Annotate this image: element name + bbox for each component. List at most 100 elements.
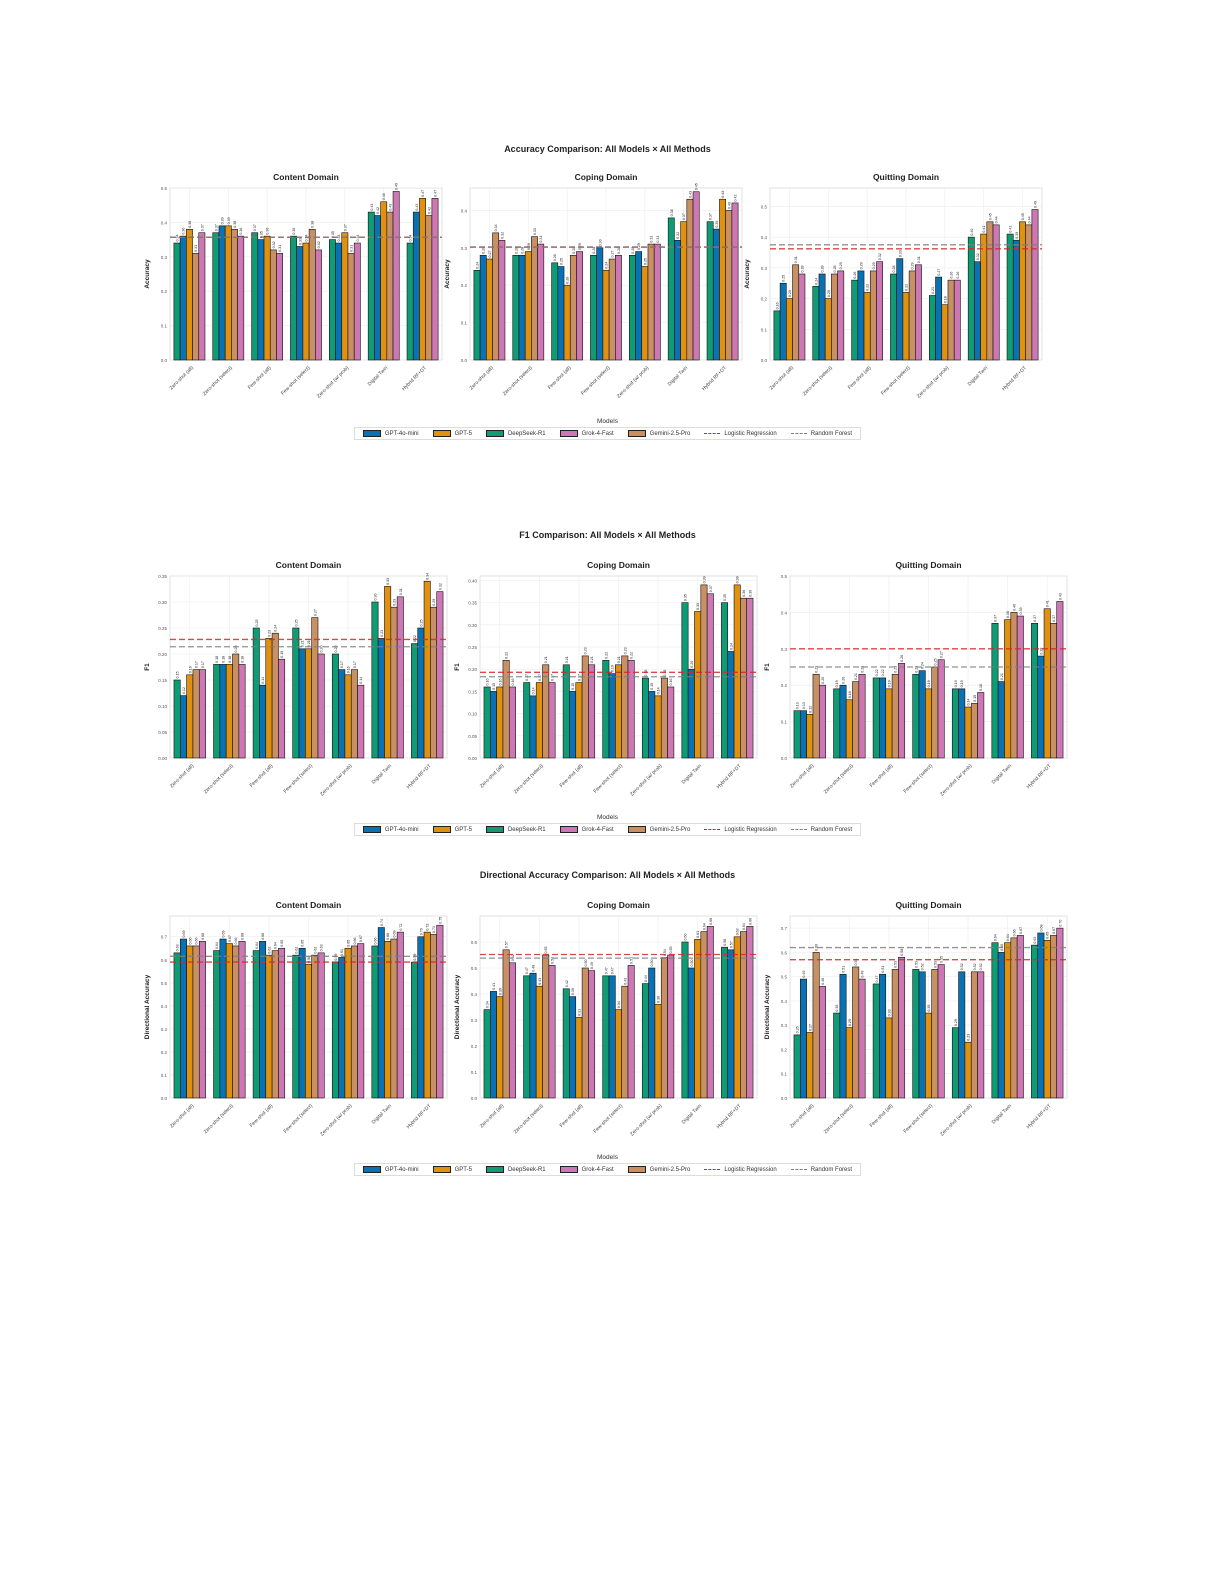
bar — [660, 677, 668, 759]
bar — [1006, 233, 1014, 361]
bar — [964, 1041, 972, 1099]
bar — [719, 198, 726, 361]
svg-text:0.23: 0.23 — [914, 666, 918, 673]
svg-text:0.20: 0.20 — [334, 646, 338, 653]
svg-text:0.20: 0.20 — [827, 290, 831, 297]
svg-text:0.64: 0.64 — [1006, 934, 1010, 941]
bar — [331, 653, 339, 759]
bar — [833, 1012, 841, 1099]
svg-text:0.2: 0.2 — [761, 297, 768, 302]
svg-text:0.40: 0.40 — [727, 202, 731, 209]
bar — [353, 242, 361, 361]
svg-text:0.24: 0.24 — [475, 262, 479, 269]
svg-text:0.31: 0.31 — [917, 256, 921, 263]
bar — [596, 247, 604, 361]
svg-text:0.17: 0.17 — [551, 674, 555, 681]
svg-text:0.50: 0.50 — [584, 960, 588, 967]
svg-text:0.36: 0.36 — [266, 228, 270, 235]
svg-text:0.18: 0.18 — [644, 670, 648, 677]
svg-text:0.28: 0.28 — [617, 247, 621, 254]
bar — [186, 945, 194, 1099]
x-tick-label: Few-shot (select) — [903, 1103, 935, 1135]
bar — [912, 969, 920, 1099]
svg-text:0.30: 0.30 — [373, 594, 377, 601]
bar — [588, 664, 596, 759]
svg-text:0.42: 0.42 — [427, 207, 431, 214]
legend-label: Random Forest — [810, 1166, 853, 1173]
svg-text:0.39: 0.39 — [498, 988, 502, 995]
bar — [213, 664, 221, 759]
bar — [305, 648, 312, 759]
svg-text:0.67: 0.67 — [359, 935, 363, 942]
legend-label: Gemini-2.5-Pro — [649, 430, 691, 437]
legend-item: GPT-4o-mini — [362, 430, 419, 437]
svg-text:0.17: 0.17 — [525, 674, 529, 681]
bar — [588, 970, 596, 1099]
svg-text:0.60: 0.60 — [683, 934, 687, 941]
x-tick-label: Zero-shot (w/ prob) — [629, 1103, 664, 1138]
svg-text:0.23: 0.23 — [815, 666, 819, 673]
x-tick-label: Few-shot (all) — [547, 365, 573, 391]
svg-text:0.66: 0.66 — [1012, 929, 1016, 936]
bar — [674, 240, 681, 361]
bar — [392, 191, 400, 361]
legend-swatch-icon — [559, 430, 578, 437]
bar — [879, 973, 887, 1099]
bar — [338, 957, 346, 1099]
bar — [667, 954, 675, 1099]
legend-item: Gemini-2.5-Pro — [627, 826, 690, 833]
legend-label: DeepSeek-R1 — [507, 430, 546, 437]
bar — [931, 969, 939, 1099]
bar — [845, 1027, 853, 1099]
bar — [542, 664, 550, 759]
chart-panel: Quitting Domain 0.0 0.1 0.2 0.3 0.4 0.5 Accurac… — [740, 168, 1050, 418]
legend-item: Random Forest — [790, 1166, 853, 1173]
svg-text:0.24: 0.24 — [605, 262, 609, 269]
bar — [305, 964, 312, 1099]
bar — [212, 232, 220, 361]
bar — [523, 975, 531, 1099]
svg-text:0.26: 0.26 — [853, 272, 857, 279]
svg-text:0.64: 0.64 — [993, 934, 997, 941]
svg-text:0.33: 0.33 — [887, 1009, 891, 1016]
bar — [483, 1009, 491, 1099]
legend-label: DeepSeek-R1 — [507, 826, 546, 833]
x-tick-label: Digital Twin — [371, 763, 393, 785]
bar — [852, 966, 860, 1099]
bar — [575, 682, 583, 759]
svg-text:0.19: 0.19 — [960, 680, 964, 687]
bar — [377, 927, 385, 1099]
x-tick-label: Zero-shot (all) — [169, 763, 195, 789]
bar — [317, 952, 325, 1099]
svg-text:0.41: 0.41 — [1046, 600, 1050, 607]
bar — [831, 273, 838, 361]
legend-label: Gemini-2.5-Pro — [649, 1166, 691, 1173]
svg-text:0.67: 0.67 — [1052, 927, 1056, 934]
svg-text:0.34: 0.34 — [426, 573, 430, 580]
bar — [1037, 932, 1045, 1099]
bar — [615, 1009, 622, 1099]
panel-title: Coping Domain — [587, 560, 650, 570]
bar — [311, 617, 319, 759]
chart-panel: Content Domain 0.0 0.1 0.2 0.3 0.4 0.5 Accuracy… — [140, 168, 450, 418]
bar — [997, 952, 1005, 1099]
svg-text:0.68: 0.68 — [201, 933, 205, 940]
legend-item: GPT-4o-mini — [362, 1166, 419, 1173]
legend-item: GPT-5 — [432, 826, 472, 833]
bar — [1016, 615, 1024, 759]
bar — [706, 593, 714, 759]
svg-text:0.29: 0.29 — [872, 262, 876, 269]
svg-text:0.0: 0.0 — [161, 1096, 168, 1101]
bar — [937, 964, 945, 1099]
svg-text:0.65: 0.65 — [280, 940, 284, 947]
svg-text:0.37: 0.37 — [200, 224, 204, 231]
svg-text:0.20: 0.20 — [320, 646, 324, 653]
svg-text:0.4: 0.4 — [781, 610, 788, 615]
svg-text:0.41: 0.41 — [492, 983, 496, 990]
x-tick-label: Few-shot (all) — [869, 1103, 895, 1129]
svg-text:0.68: 0.68 — [261, 933, 265, 940]
svg-text:0.37: 0.37 — [1052, 615, 1056, 622]
bar — [885, 688, 893, 759]
bar — [931, 666, 939, 759]
svg-text:0.27: 0.27 — [313, 609, 317, 616]
